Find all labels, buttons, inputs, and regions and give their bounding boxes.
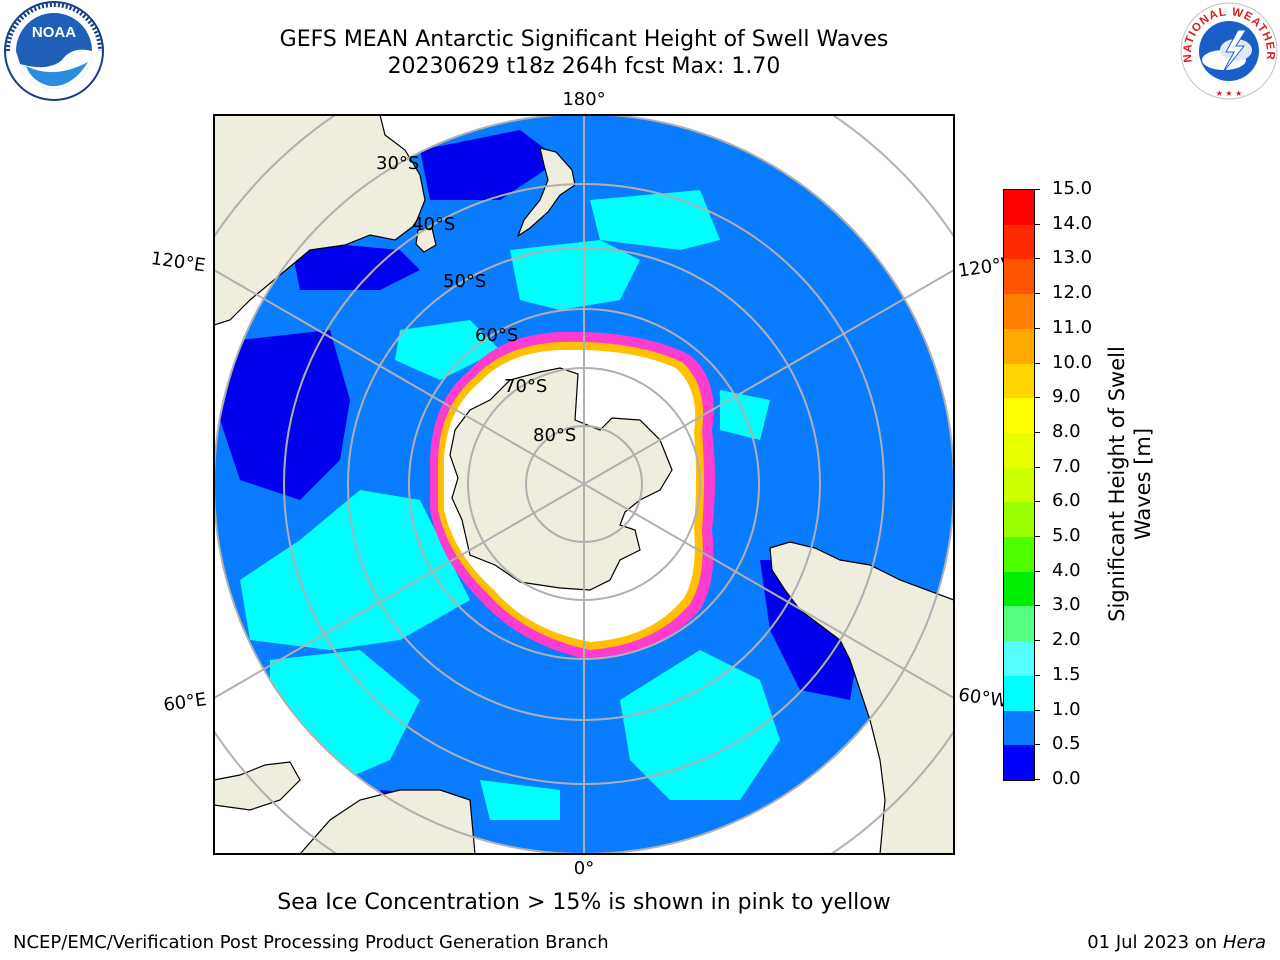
noaa-logo-text: NOAA (32, 24, 76, 41)
svg-text:★ ★ ★: ★ ★ ★ (1216, 89, 1243, 98)
chart-title: GEFS MEAN Antarctic Significant Height o… (279, 27, 889, 52)
lat-label-80s: 80°S (533, 425, 576, 446)
colorbar-segment (1004, 537, 1034, 573)
colorbar-tick-label: 6.0 (1052, 490, 1081, 512)
colorbar-tick-label: 1.0 (1052, 698, 1081, 720)
colorbar-segment (1004, 571, 1034, 607)
colorbar-tick-label: 1.5 (1052, 663, 1081, 685)
australia (214, 115, 426, 326)
colorbar-tick (1034, 640, 1040, 642)
colorbar-tick-label: 13.0 (1052, 247, 1093, 269)
colorbar-tick (1034, 293, 1040, 295)
colorbar-tick-label: 11.0 (1052, 316, 1093, 338)
colorbar-tick-label: 4.0 (1052, 559, 1081, 581)
colorbar-segment (1004, 745, 1034, 781)
colorbar-tick-label: 8.0 (1052, 420, 1081, 442)
colorbar-tick-label: 14.0 (1052, 212, 1093, 234)
lat-label-50s: 50°S (443, 271, 486, 292)
colorbar-segment (1004, 432, 1034, 469)
colorbar-tick-label: 5.0 (1052, 525, 1081, 547)
footer-credit: NCEP/EMC/Verification Post Processing Pr… (13, 932, 609, 953)
lat-label-30s: 30°S (376, 153, 419, 174)
colorbar-tick (1034, 779, 1040, 780)
antarctica (449, 367, 673, 591)
nws-logo: NATIONAL WEATHER SERVICE ★ ★ ★ (1178, 0, 1278, 100)
colorbar-segment (1004, 675, 1034, 712)
colorbar-segment (1004, 363, 1034, 399)
lat-label-40s: 40°S (412, 214, 455, 235)
colorbar-title: Significant Height of Swell Waves [m] (1105, 346, 1155, 622)
colorbar-segment (1004, 190, 1034, 226)
lon-label-0: 0° (574, 858, 594, 879)
lon-label-180: 180° (562, 89, 605, 110)
colorbar-tick (1034, 570, 1040, 572)
sea-ice-note: Sea Ice Concentration > 15% is shown in … (277, 890, 891, 915)
colorbar-tick (1034, 189, 1040, 190)
colorbar-segment (1004, 328, 1034, 365)
colorbar-tick-label: 3.0 (1052, 594, 1081, 616)
lat-label-60s: 60°S (475, 325, 518, 346)
lon-label-120e: 120°E (150, 248, 207, 276)
colorbar-segment (1004, 641, 1034, 677)
colorbar-segment (1004, 398, 1034, 434)
colorbar-tick-label: 2.0 (1052, 629, 1081, 651)
colorbar-tick (1034, 744, 1040, 746)
footer-date: 01 Jul 2023 on Hera (1087, 932, 1266, 953)
colorbar-tick-label: 10.0 (1052, 351, 1093, 373)
colorbar-tick (1034, 223, 1040, 225)
colorbar-tick-label: 12.0 (1052, 282, 1093, 304)
lat-label-70s: 70°S (504, 376, 547, 397)
colorbar-tick-label: 15.0 (1052, 178, 1093, 199)
colorbar-tick (1034, 709, 1040, 711)
colorbar-segment (1004, 710, 1034, 746)
lon-label-60w: 60°W (957, 684, 1009, 712)
colorbar-segment (1004, 259, 1034, 295)
colorbar-tick (1034, 536, 1040, 538)
colorbar-tick (1034, 258, 1040, 260)
colorbar-segment (1004, 294, 1034, 330)
colorbar-tick (1034, 466, 1040, 468)
colorbar-segment (1004, 224, 1034, 260)
colorbar-tick (1034, 674, 1040, 676)
graticule (214, 115, 954, 854)
colorbar-tick-label: 0.5 (1052, 733, 1081, 755)
colorbar-tick (1034, 362, 1040, 364)
new-zealand (516, 147, 576, 238)
colorbar-tick (1034, 605, 1040, 607)
colorbar (1003, 189, 1035, 781)
colorbar-segment (1004, 502, 1034, 538)
map-frame (213, 114, 955, 855)
colorbar-tick-label: 7.0 (1052, 455, 1081, 477)
colorbar-tick (1034, 501, 1040, 503)
colorbar-segment (1004, 467, 1034, 503)
colorbar-segment (1004, 606, 1034, 642)
chart-subtitle: 20230629 t18z 264h fcst Max: 1.70 (387, 54, 781, 79)
colorbar-tick-label: 9.0 (1052, 386, 1081, 408)
africa (299, 789, 476, 854)
colorbar-tick (1034, 431, 1040, 433)
noaa-logo: NOAA (4, 1, 104, 101)
colorbar-tick (1034, 397, 1040, 399)
colorbar-tick (1034, 327, 1040, 329)
colorbar-tick-label: 0.0 (1052, 768, 1081, 789)
south-america (769, 541, 954, 854)
lon-label-60e: 60°E (162, 689, 208, 716)
